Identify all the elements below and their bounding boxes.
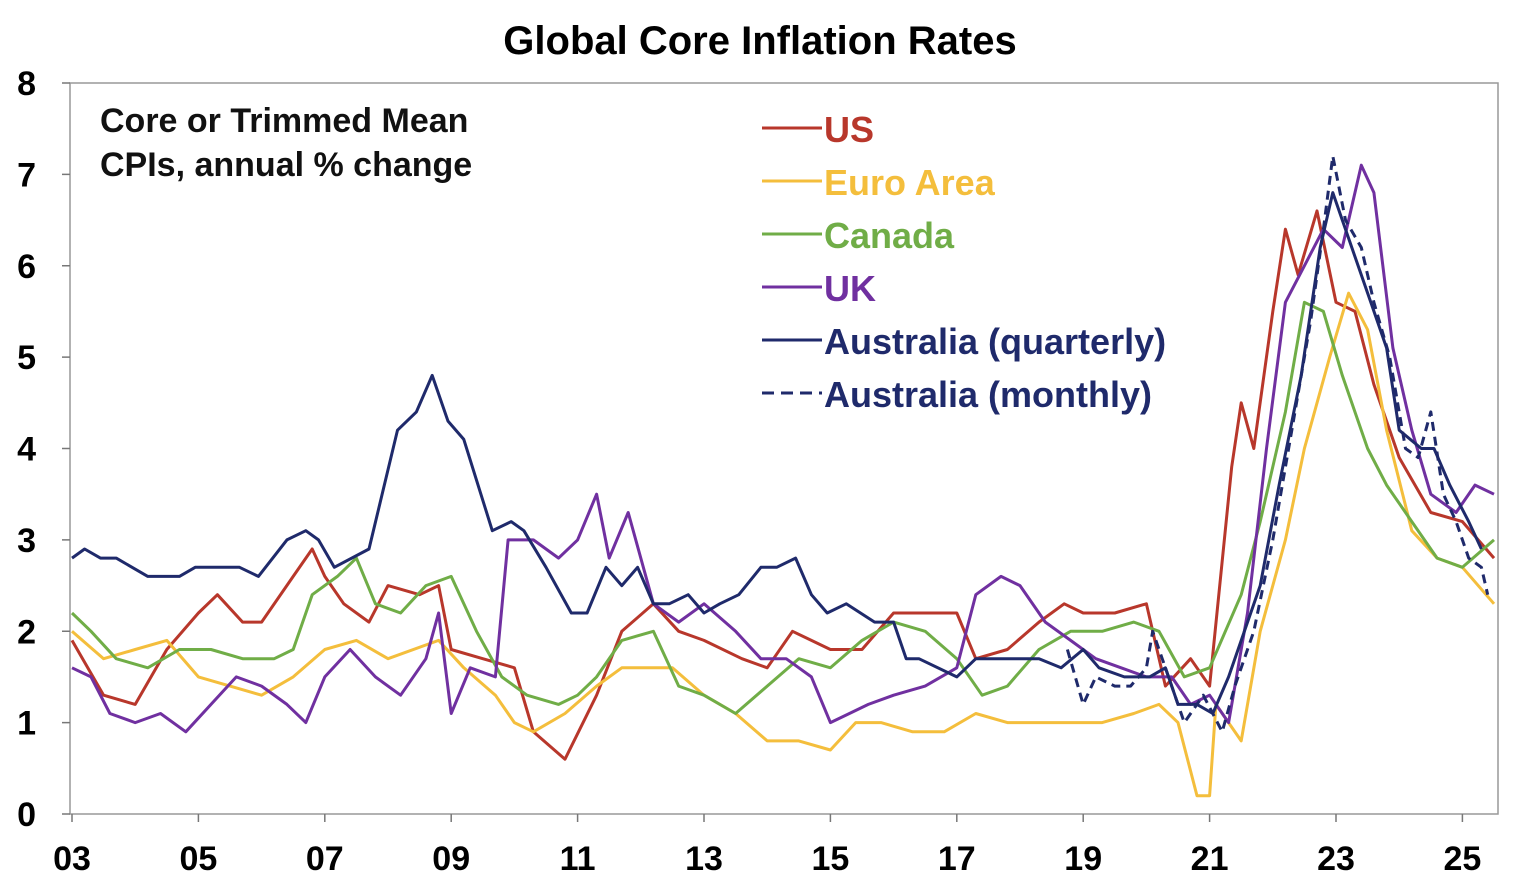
series-line-uk <box>71 163 1495 734</box>
plot-area <box>69 82 1499 815</box>
x-tick-label: 13 <box>685 840 723 878</box>
series-line-australia-monthly <box>1065 154 1490 734</box>
series-line-euro-area <box>71 291 1496 798</box>
y-tick-label: 2 <box>17 613 36 651</box>
y-tick-label: 7 <box>17 156 36 194</box>
x-tick-label: 17 <box>938 840 976 878</box>
x-tick-label: 15 <box>811 840 849 878</box>
x-tick-label: 07 <box>306 840 344 878</box>
legend-label: US <box>824 109 874 150</box>
y-tick-label: 3 <box>17 522 36 560</box>
legend-label: Australia (quarterly) <box>824 321 1166 362</box>
x-tick-label: 25 <box>1443 840 1481 878</box>
y-tick-label: 1 <box>17 705 36 743</box>
legend-label: Euro Area <box>824 162 996 203</box>
x-tick-label: 19 <box>1064 840 1102 878</box>
x-tick-label: 03 <box>53 840 91 878</box>
legend-label: Canada <box>824 215 955 256</box>
x-tick-label: 11 <box>560 840 596 878</box>
annotation-line-1: Core or Trimmed Mean <box>100 102 468 140</box>
y-tick-label: 0 <box>17 796 36 834</box>
chart-title: Global Core Inflation Rates <box>503 19 1016 63</box>
x-tick-label: 05 <box>179 840 217 878</box>
x-tick-label: 09 <box>432 840 470 878</box>
y-tick-label: 8 <box>17 65 36 103</box>
y-tick-label: 4 <box>17 431 36 469</box>
legend-label: UK <box>824 268 876 309</box>
series-line-australia-quarterly <box>71 191 1483 715</box>
y-tick-label: 6 <box>17 248 36 286</box>
legend: US Euro Area Canada UK Australia (quarterly)… <box>762 109 1166 415</box>
x-tick-label: 21 <box>1191 840 1229 878</box>
annotation-line-2: CPIs, annual % change <box>100 146 472 184</box>
series-line-us <box>70 209 1496 761</box>
legend-label: Australia (monthly) <box>824 374 1152 415</box>
series-line-canada <box>70 300 1495 715</box>
y-tick-label: 5 <box>17 339 36 377</box>
x-tick-label: 23 <box>1317 840 1355 878</box>
